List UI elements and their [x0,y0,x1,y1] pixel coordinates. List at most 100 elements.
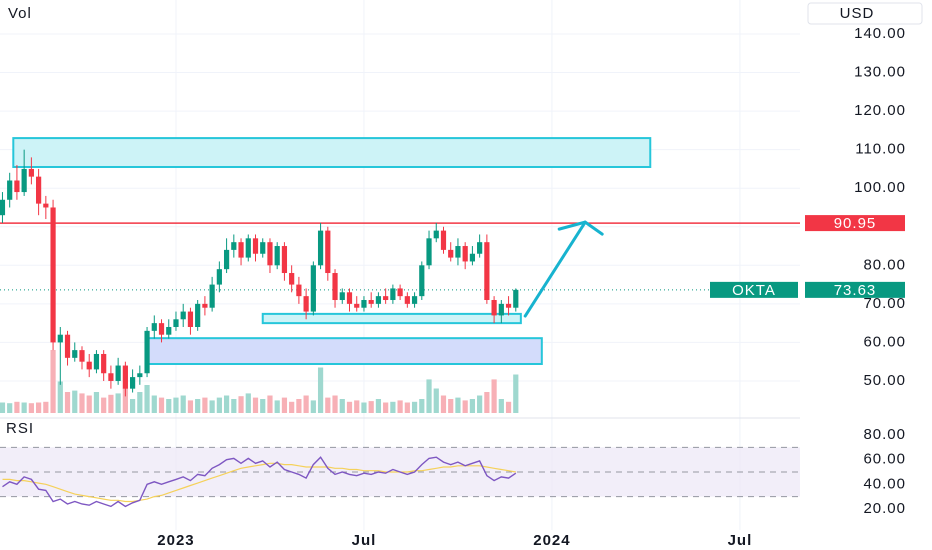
candle-body [404,296,410,304]
volume-bar [440,395,447,413]
x-tick-label: Jul [728,532,753,549]
volume-bar [274,400,280,413]
candle-body [354,303,360,308]
volume-bar [7,403,13,413]
volume-bar [245,393,251,413]
y-tick-label: 60.00 [863,333,906,350]
volume-bar [281,397,288,413]
candle-body [216,269,222,285]
zone [261,312,522,325]
candle-body [108,373,114,381]
volume-bar [36,402,42,413]
volume-bar [513,374,519,413]
volume-bar [50,350,56,413]
candle-body [122,365,128,389]
volume-bar [462,400,468,413]
candle-body [274,246,280,266]
volume-label: Vol [8,5,32,22]
candle-body [7,180,13,200]
volume-bar [72,390,78,413]
candle-body [64,334,71,358]
candle-body [14,180,20,193]
candle-body [411,296,418,304]
zone [12,137,652,169]
candle-body [36,176,42,204]
volume-bar [122,388,128,413]
volume-bar [216,397,222,413]
candle-body [0,199,6,216]
y-tick-label: 100.00 [854,179,906,196]
candle-body [166,326,172,335]
y-tick-label: 130.00 [854,64,906,81]
volume-bar [93,392,100,413]
currency-box[interactable] [807,2,923,25]
candle-body [137,373,143,378]
volume-bar [332,395,338,413]
price-tag [805,281,905,298]
volume-bar [151,395,157,413]
volume-bar [86,395,92,413]
volume-bar [267,395,273,413]
candle-body [195,303,201,327]
candle-body [390,288,396,301]
candle-body [43,203,49,208]
volume-bar [404,402,410,413]
y-tick-label: 120.00 [854,102,906,119]
y-tick-label: 50.00 [863,372,906,389]
volume-bar [317,367,324,413]
volume-bar [477,395,483,413]
candle-body [462,246,468,262]
volume-bar [101,397,107,413]
volume-bar [202,397,208,413]
candle-body [267,242,273,266]
candle-body [28,168,34,177]
candle-body [238,242,244,258]
rsi-label: RSI [6,420,34,437]
candle-body [426,238,432,266]
rsi-tick-label: 60.00 [863,451,906,468]
volume-bar [484,392,490,413]
volume-bar [310,400,316,413]
volume-bar [173,397,179,413]
volume-bar [231,399,237,413]
candle-body [173,319,179,327]
candle-body [289,273,295,285]
symbol-tag [710,281,798,298]
candle-body [21,168,27,193]
volume-bar [252,397,259,413]
volume-bar [296,399,302,413]
currency: USD [840,5,875,22]
candle-body [484,242,490,301]
candle-body [317,230,324,266]
candle-body [419,265,425,297]
volume-bar [28,403,34,413]
x-tick-label: Jul [352,532,377,549]
volume-bar [158,397,165,413]
candle-body [180,311,186,320]
candle-body [245,238,251,258]
candle-body [469,253,476,262]
candle-body [86,361,92,370]
volume-bar [108,394,114,413]
arrow-shaft [523,220,587,318]
plot [0,137,800,508]
candle-body [513,289,519,308]
volume-bar [448,399,454,413]
volume-bar [195,399,201,413]
candle-body [310,265,316,312]
candle-body [498,303,504,316]
x-tick-label: 2023 [157,532,194,549]
volume-bar [390,401,396,413]
volume-bar [426,379,432,413]
candle-body [397,288,403,297]
candle-body [101,353,107,374]
rsi-ma-line [2,462,516,503]
volume-bar [491,379,497,413]
volume-bar [354,400,360,413]
candle-body [209,284,215,308]
candle-body [281,246,288,274]
y-tick-label: 110.00 [855,141,906,158]
candle-body [223,249,230,270]
candle-body [346,292,353,304]
